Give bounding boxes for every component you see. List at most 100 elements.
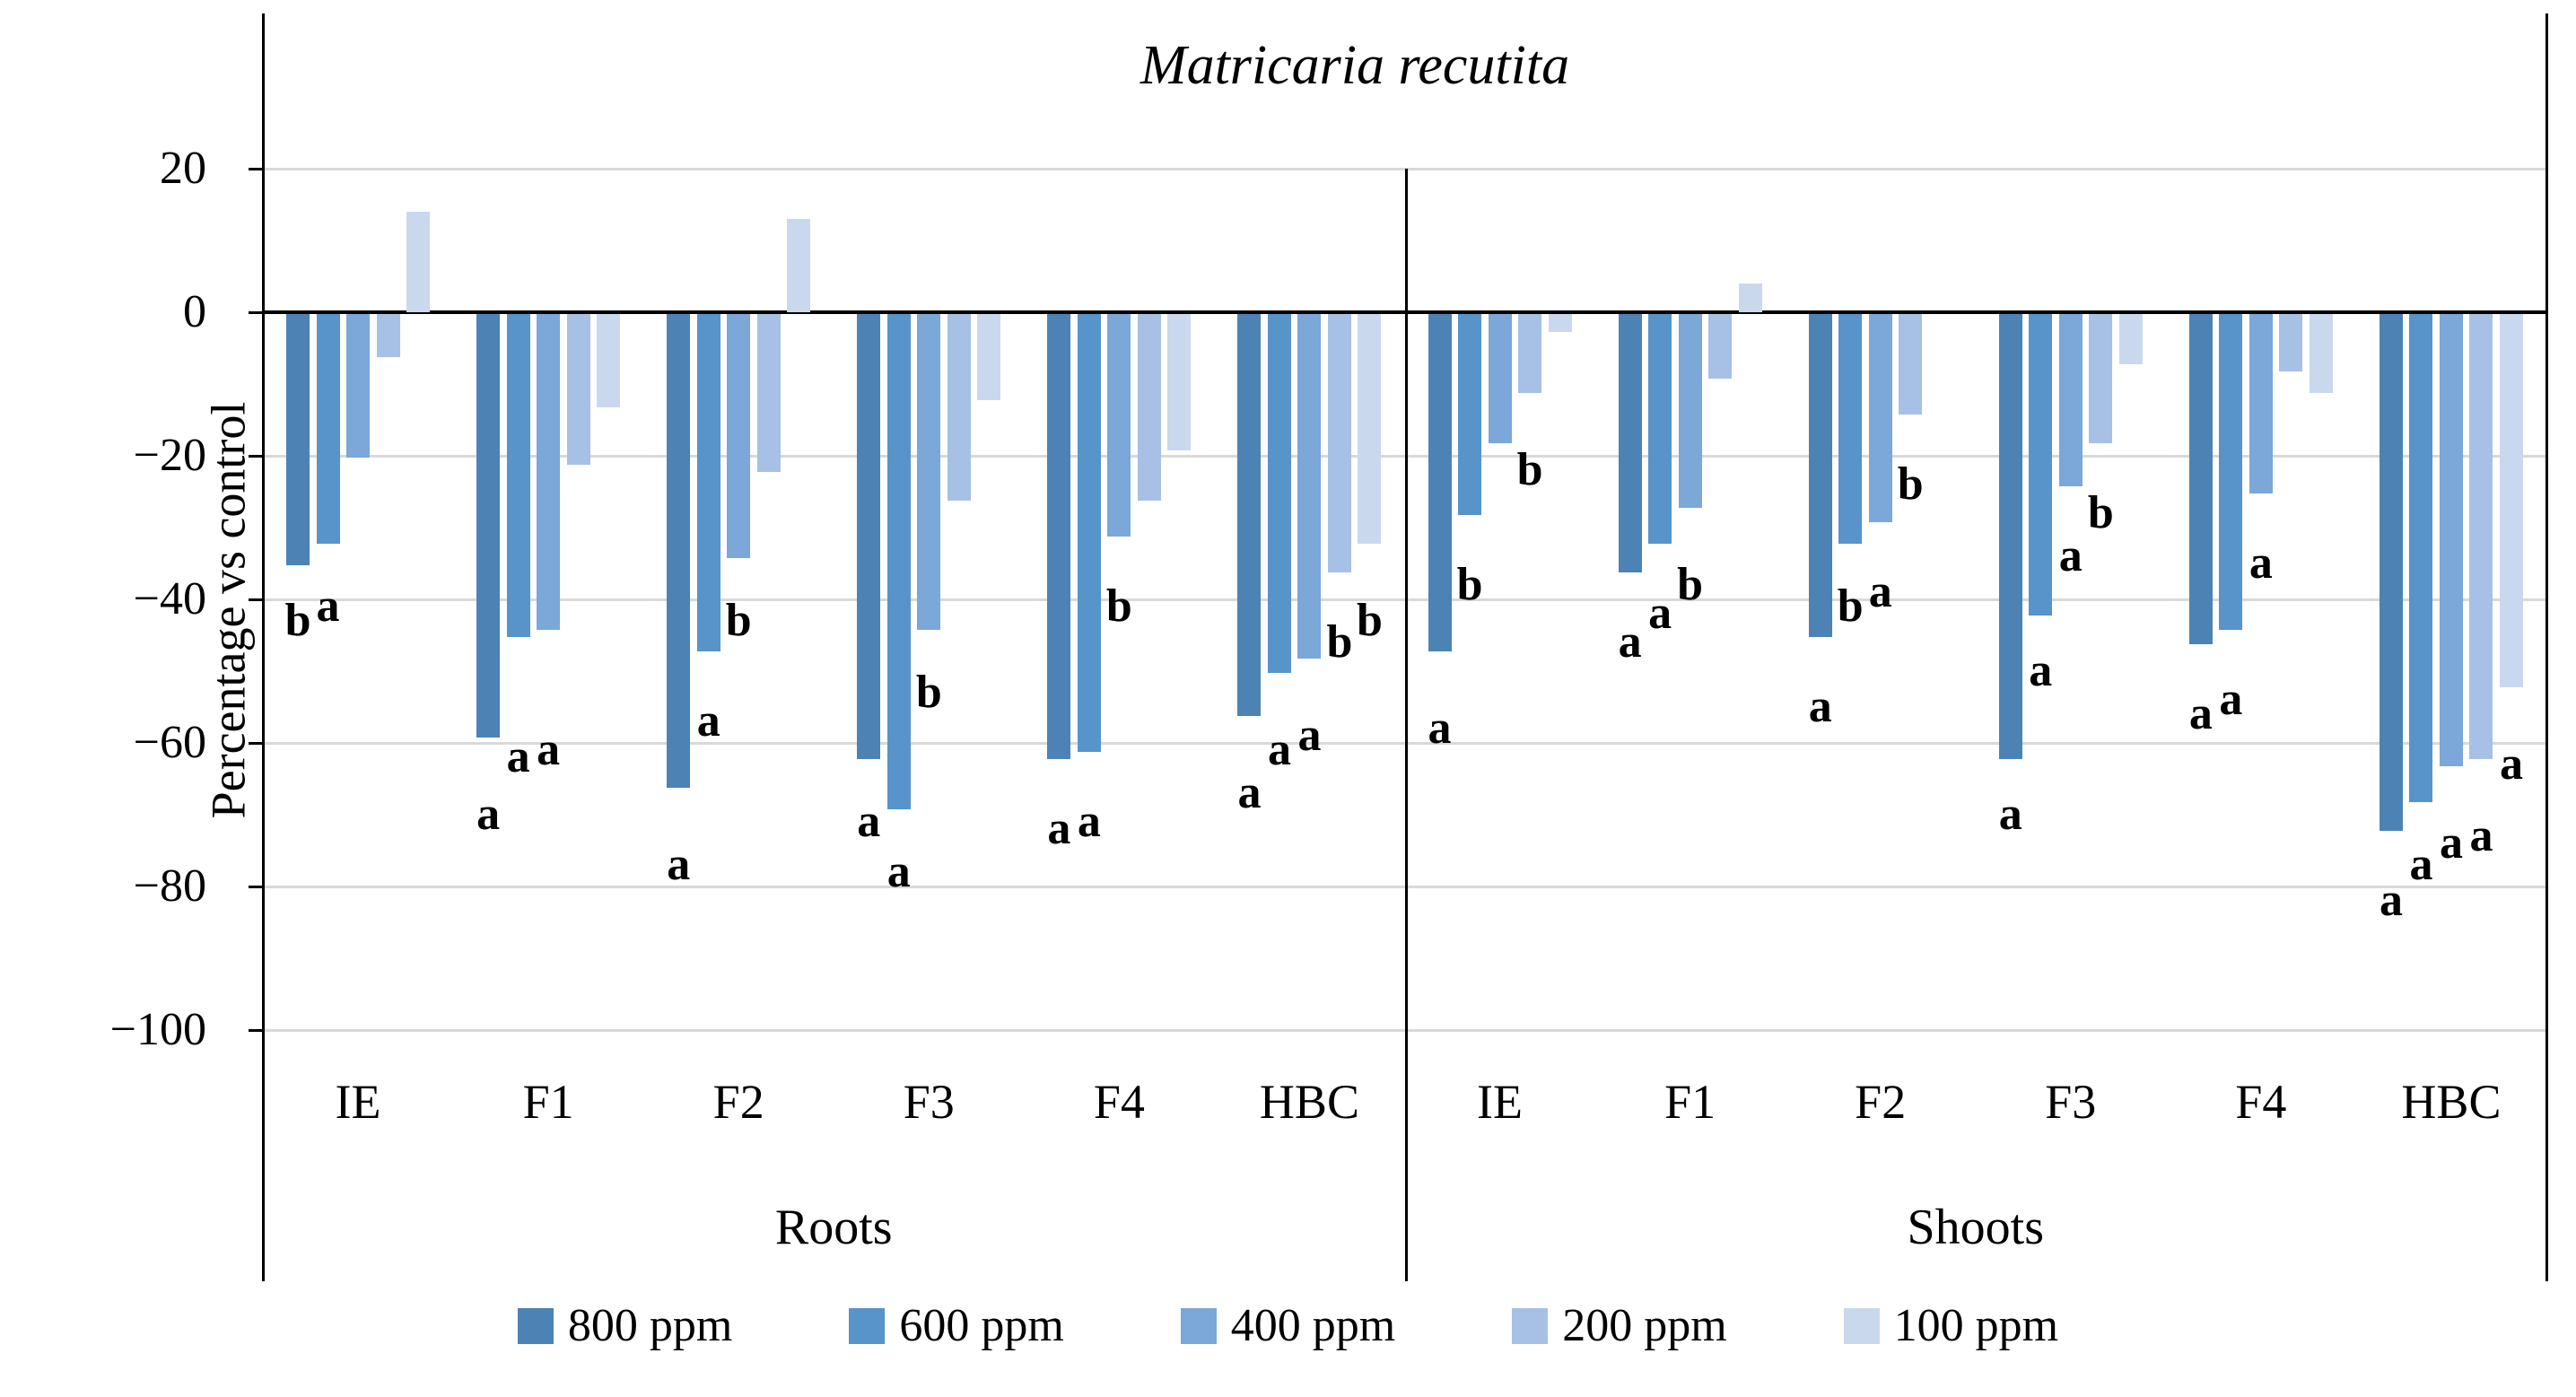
bar-F1-600-ppm (1648, 314, 1672, 544)
bar-F1-600-ppm (506, 314, 530, 637)
category-label-HBC: HBC (2401, 1075, 2502, 1129)
legend-swatch-icon (1180, 1307, 1217, 1344)
bar-IE-100-ppm (1548, 314, 1572, 332)
significance-letter: a (667, 839, 691, 890)
significance-letter: b (1837, 581, 1864, 632)
significance-letter: b (1356, 595, 1383, 646)
bar-F2-200-ppm (1899, 314, 1923, 415)
plot-right-border (2545, 13, 2548, 1281)
legend-item-600-ppm: 600 ppm (849, 1299, 1064, 1352)
significance-letter: a (506, 731, 530, 782)
significance-letter: b (1456, 559, 1483, 610)
y-axis-tick-label: 0 (183, 286, 206, 337)
legend-swatch-icon (1512, 1307, 1549, 1344)
bar-F4-400-ppm (1107, 314, 1131, 537)
bar-IE-800-ppm (1428, 314, 1452, 651)
bar-F3-200-ppm (947, 314, 971, 501)
y-axis-tick-label: −20 (133, 430, 206, 481)
bar-IE-600-ppm (1458, 314, 1482, 515)
bar-F2-100-ppm (787, 219, 811, 312)
significance-letter: a (2219, 674, 2243, 725)
legend-label: 200 ppm (1562, 1300, 1727, 1351)
significance-letter: a (2409, 839, 2433, 890)
significance-letter: b (1677, 559, 1704, 610)
panel-label-shoots: Shoots (1907, 1200, 2045, 1255)
legend-label: 600 ppm (899, 1300, 1064, 1351)
significance-letter: a (1998, 789, 2022, 840)
significance-letter: a (1297, 710, 1322, 761)
legend-item-200-ppm: 200 ppm (1512, 1299, 1727, 1352)
bar-F3-200-ppm (2089, 314, 2113, 443)
bar-F1-400-ppm (1678, 314, 1702, 508)
bar-IE-200-ppm (376, 314, 400, 357)
bar-F3-600-ppm (2029, 314, 2053, 616)
panel-divider-line (1404, 169, 1408, 1281)
bar-F2-600-ppm (696, 314, 720, 651)
bar-F3-400-ppm (917, 314, 941, 630)
significance-letter: a (476, 789, 501, 840)
bar-F2-600-ppm (1838, 314, 1863, 544)
bar-F1-100-ppm (1738, 284, 1762, 312)
category-label-IE: IE (1477, 1075, 1524, 1129)
legend-item-100-ppm: 100 ppm (1843, 1299, 2058, 1352)
bar-HBC-200-ppm (1327, 314, 1351, 572)
significance-letter: b (1326, 616, 1353, 668)
y-axis-tick (249, 598, 263, 601)
legend-swatch-icon (517, 1307, 554, 1344)
bar-HBC-200-ppm (2469, 314, 2493, 759)
bar-IE-800-ppm (286, 314, 310, 565)
significance-letter: b (915, 667, 942, 718)
bar-F3-800-ppm (1998, 314, 2022, 759)
y-axis-tick (249, 885, 263, 888)
bar-IE-400-ppm (1488, 314, 1512, 443)
bar-F2-800-ppm (1808, 314, 1832, 637)
bar-F3-100-ppm (977, 314, 1001, 400)
bar-F4-200-ppm (2279, 314, 2303, 371)
category-label-F2: F2 (712, 1075, 764, 1129)
bar-HBC-600-ppm (1267, 314, 1291, 673)
significance-letter: a (2249, 537, 2273, 589)
significance-letter: a (1808, 681, 1832, 732)
significance-letter: a (2058, 530, 2083, 581)
bar-F1-800-ppm (476, 314, 501, 738)
category-label-F2: F2 (1855, 1075, 1907, 1129)
bar-F2-200-ppm (756, 314, 781, 472)
significance-letter: a (1237, 767, 1262, 818)
bar-F4-800-ppm (2188, 314, 2213, 644)
y-axis-tick (249, 741, 263, 745)
significance-letter: a (1428, 703, 1452, 754)
bar-F1-100-ppm (597, 314, 621, 407)
significance-letter: a (1077, 796, 1101, 847)
bar-F3-100-ppm (2118, 314, 2143, 364)
bar-F4-100-ppm (2309, 314, 2333, 393)
y-axis-tick-label: −60 (133, 717, 206, 768)
significance-letter: a (696, 695, 720, 747)
significance-letter: a (1267, 724, 1291, 775)
bar-F3-600-ppm (886, 314, 911, 809)
legend-label: 800 ppm (567, 1300, 733, 1351)
significance-letter: a (2469, 810, 2493, 861)
significance-letter: a (537, 724, 561, 775)
significance-letter: a (1868, 566, 1892, 617)
bar-F1-400-ppm (537, 314, 561, 630)
y-axis-tick-label: −80 (133, 860, 206, 912)
category-label-F3: F3 (903, 1075, 955, 1129)
category-label-F1: F1 (1664, 1075, 1716, 1129)
bar-IE-400-ppm (346, 314, 371, 458)
category-label-HBC: HBC (1259, 1075, 1359, 1129)
significance-letter: b (2087, 487, 2114, 538)
y-axis-tick-label: −40 (133, 573, 206, 624)
legend-item-800-ppm: 800 ppm (517, 1299, 733, 1352)
bar-F4-400-ppm (2249, 314, 2273, 493)
significance-letter: a (2379, 875, 2403, 926)
bar-F4-600-ppm (1077, 314, 1101, 752)
y-axis-tick-label: 20 (160, 143, 206, 194)
bar-F4-100-ppm (1167, 314, 1192, 450)
bar-F3-400-ppm (2058, 314, 2083, 486)
significance-letter: a (857, 796, 881, 847)
category-label-F3: F3 (2045, 1075, 2097, 1129)
bar-HBC-800-ppm (2379, 314, 2403, 831)
significance-letter: b (1897, 458, 1924, 510)
significance-letter: a (886, 846, 911, 897)
